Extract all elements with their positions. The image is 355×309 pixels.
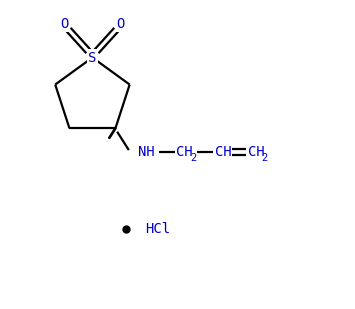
Text: CH: CH xyxy=(214,145,231,159)
Text: O: O xyxy=(116,16,125,31)
Text: S: S xyxy=(88,51,97,65)
Text: 2: 2 xyxy=(190,153,196,163)
Text: CH: CH xyxy=(247,145,264,159)
Text: HCl: HCl xyxy=(145,222,170,236)
Text: NH: NH xyxy=(138,145,155,159)
Text: O: O xyxy=(60,16,69,31)
Text: 2: 2 xyxy=(261,153,267,163)
Text: CH: CH xyxy=(176,145,193,159)
